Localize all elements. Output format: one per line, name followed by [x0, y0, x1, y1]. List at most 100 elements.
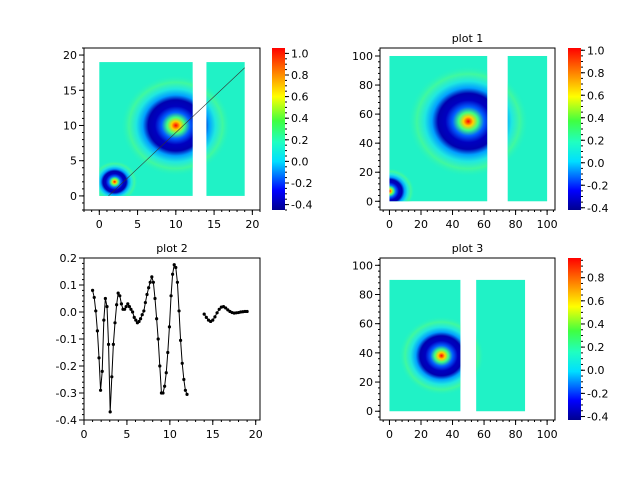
data-point — [129, 307, 133, 311]
data-point — [142, 309, 146, 313]
data-point — [151, 280, 155, 284]
axes-frame — [379, 257, 556, 421]
data-point — [224, 306, 228, 310]
data-point — [138, 317, 143, 321]
y-tick-label: 0 — [70, 190, 77, 203]
x-tick-label: 5 — [134, 218, 141, 231]
data-point — [116, 291, 120, 295]
y-tick-label: 100 — [352, 50, 373, 63]
data-point — [118, 294, 122, 298]
data-point — [100, 369, 104, 373]
data-point — [108, 410, 112, 414]
data-point — [97, 356, 101, 360]
x-tick-label: 20 — [414, 428, 428, 441]
subplot-title: plot 1 — [452, 32, 484, 45]
x-tick-label: 80 — [509, 428, 523, 441]
colorbar-tick-label: 1.0 — [587, 44, 605, 57]
heatmap-peak — [389, 167, 415, 202]
subplot-3: -0.4 -0.2 0.0 0.2 0.4 0.6 0.8 0 20 40 60 80 100 0 20 40… — [352, 242, 608, 441]
x-tick-label: 0 — [81, 428, 88, 441]
data-point — [130, 310, 135, 314]
colorbar-tick-label: -0.2 — [587, 179, 608, 192]
y-tick-label: 60 — [359, 318, 373, 331]
data-point — [103, 296, 107, 301]
colorbar — [568, 258, 581, 420]
y-tick-label: 60 — [359, 108, 373, 121]
colorbar-tick-label: 0.6 — [587, 89, 605, 102]
data-point — [182, 377, 186, 382]
y-tick-label: 0.2 — [60, 252, 78, 265]
data-point — [217, 307, 221, 311]
x-tick-label: 80 — [509, 218, 523, 231]
y-tick-label: 10 — [63, 119, 77, 132]
colorbar-tick-label: 0.0 — [587, 157, 605, 170]
colorbar-tick-label: -0.4 — [291, 199, 312, 212]
data-point — [102, 318, 106, 322]
y-tick-label: 20 — [359, 376, 373, 389]
y-tick-label: -0.2 — [56, 360, 77, 373]
y-tick-label: 0.0 — [60, 306, 78, 319]
x-tick-label: 100 — [537, 428, 558, 441]
data-point — [140, 313, 144, 317]
heatmap-peak — [407, 65, 529, 178]
colorbar-tick-label: 0.0 — [291, 155, 309, 168]
data-point — [163, 384, 167, 388]
data-point — [106, 342, 111, 346]
data-point — [134, 318, 138, 322]
data-point — [180, 361, 184, 365]
data-point — [178, 338, 183, 342]
data-point — [95, 329, 99, 333]
y-tick-label: 15 — [63, 84, 77, 97]
data-point — [158, 364, 162, 368]
data-point — [169, 294, 173, 298]
heatmap-peak — [398, 316, 485, 396]
colorbar-tick-label: 0.8 — [587, 67, 605, 80]
x-tick-label: 100 — [537, 218, 558, 231]
data-point — [185, 392, 189, 396]
data-point — [245, 309, 249, 314]
data-point — [175, 280, 180, 284]
series-group — [90, 263, 249, 414]
subplot-1: -0.4 -0.2 0.0 0.2 0.4 0.6 0.8 1.0 0 20 40 60 80 100 0 2… — [352, 32, 608, 231]
colorbar-tick-label: 0.2 — [587, 341, 605, 354]
colorbar-tick-label: -0.4 — [587, 411, 608, 424]
data-point — [90, 288, 95, 292]
colorbar-tick-label: 0.2 — [587, 134, 605, 147]
heatmap-peaks — [398, 316, 485, 396]
y-tick-label: 5 — [70, 155, 77, 168]
x-tick-label: 20 — [414, 218, 428, 231]
x-tick-label: 15 — [206, 428, 220, 441]
x-tick-label: 5 — [123, 428, 130, 441]
colorbar — [568, 48, 581, 210]
data-point — [123, 307, 127, 311]
data-point — [183, 388, 187, 392]
y-tick-label: 40 — [359, 137, 373, 150]
data-point — [171, 272, 175, 276]
colorbar-tick-label: 0.4 — [587, 112, 605, 125]
series-line-0 — [92, 263, 188, 412]
x-tick-label: 60 — [477, 428, 491, 441]
data-point — [132, 315, 136, 319]
colorbar-tick-label: 0.6 — [291, 91, 309, 104]
x-tick-label: 60 — [477, 218, 491, 231]
x-tick-label: 10 — [169, 218, 183, 231]
data-point — [202, 312, 206, 316]
subplot-0: -0.4 -0.2 0.0 0.2 0.4 0.6 0.8 1.0 0 5 10 15 20 0 5 10 15… — [63, 47, 312, 231]
data-point — [204, 315, 208, 319]
data-point — [215, 311, 219, 315]
data-point — [98, 388, 103, 392]
data-point — [211, 318, 215, 322]
data-point — [155, 317, 159, 321]
data-point — [172, 263, 176, 267]
y-tick-label: 80 — [359, 79, 373, 92]
colorbar-tick-label: 0.4 — [587, 318, 605, 331]
data-point — [148, 280, 152, 284]
subplot-title: plot 2 — [156, 242, 188, 255]
data-point — [147, 286, 151, 290]
subplot-title: plot 3 — [452, 242, 484, 255]
data-point — [115, 303, 119, 307]
data-point — [161, 391, 165, 395]
colorbar-tick-label: 0.4 — [291, 112, 309, 125]
x-tick-label: 20 — [245, 218, 259, 231]
y-tick-label: 0.1 — [60, 279, 78, 292]
